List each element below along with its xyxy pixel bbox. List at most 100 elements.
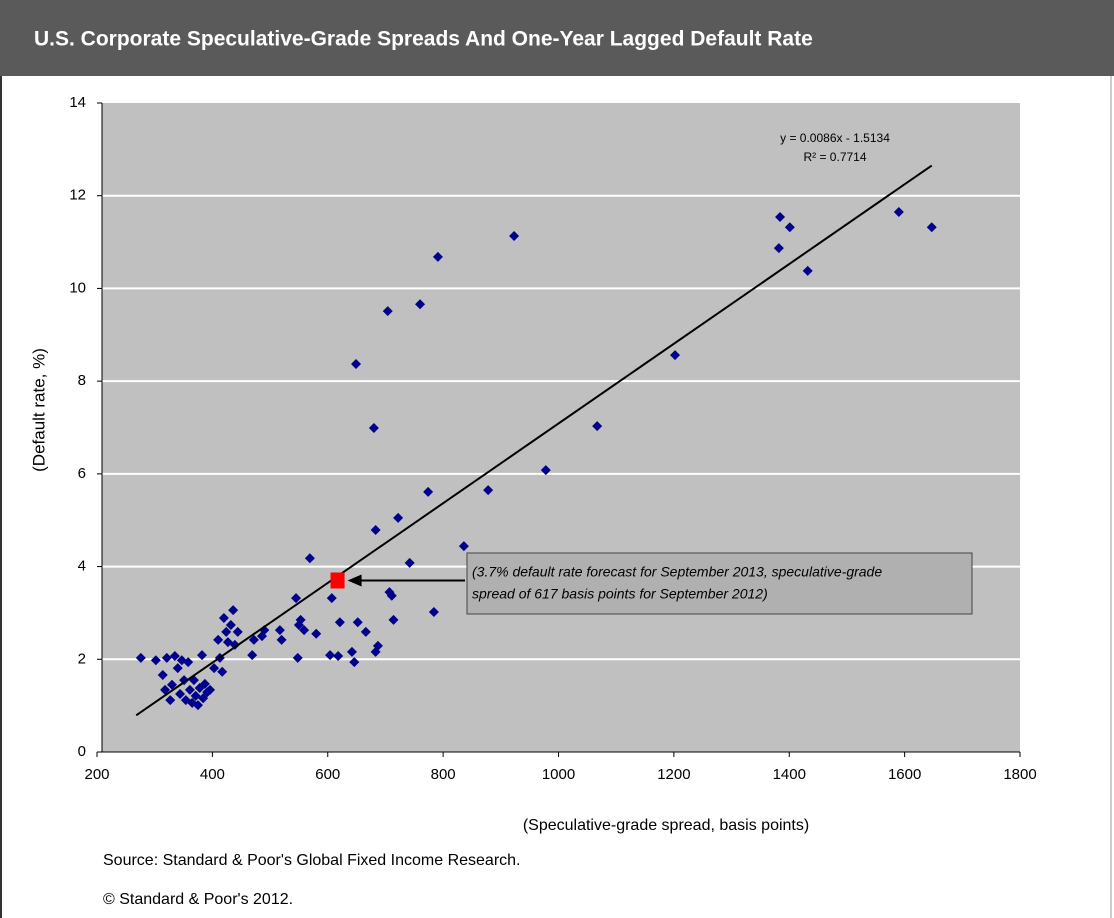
point <box>483 485 494 496</box>
point <box>415 299 426 310</box>
point <box>135 652 146 663</box>
annotation-text: spread of 617 basis points for September… <box>472 586 768 602</box>
x-tick-label: 1600 <box>888 766 921 783</box>
y-tick-label: 2 <box>78 650 86 667</box>
point <box>247 650 258 661</box>
point <box>428 607 439 618</box>
y-tick-label: 10 <box>69 279 86 296</box>
point <box>393 512 404 523</box>
point <box>423 486 434 497</box>
y-tick-label: 4 <box>78 558 86 575</box>
point <box>209 663 220 674</box>
point <box>386 590 397 601</box>
y-tick-label: 6 <box>78 465 86 482</box>
point <box>802 265 813 276</box>
point <box>229 639 240 650</box>
point <box>221 626 232 637</box>
point <box>179 675 190 686</box>
point <box>670 350 681 361</box>
point <box>299 625 310 636</box>
point <box>325 650 336 661</box>
point <box>276 634 287 645</box>
trendline <box>135 164 933 717</box>
point <box>592 421 603 432</box>
point <box>274 625 285 636</box>
point <box>172 663 183 674</box>
point <box>349 657 360 668</box>
point <box>382 306 393 317</box>
y-tick-label: 12 <box>69 187 86 204</box>
point <box>295 614 306 625</box>
y-tick-label: 8 <box>78 372 86 389</box>
point <box>540 465 551 476</box>
y-tick-label: 14 <box>69 94 86 111</box>
point <box>217 666 228 677</box>
x-tick-label: 1400 <box>773 766 806 783</box>
point <box>213 634 224 645</box>
point <box>388 614 399 625</box>
y-axis-label: (Default rate, %) <box>29 348 48 472</box>
point <box>311 628 322 639</box>
x-tick-label: 800 <box>431 766 456 783</box>
point <box>165 695 176 706</box>
point <box>150 655 161 666</box>
point <box>192 700 203 711</box>
point <box>775 212 786 223</box>
point <box>334 617 345 628</box>
title-bar <box>0 0 1114 76</box>
point <box>232 626 243 637</box>
x-axis-label: (Speculative-grade spread, basis points) <box>523 817 809 834</box>
point <box>370 524 381 535</box>
point <box>157 670 168 681</box>
source: Source: Standard & Poor's Global Fixed I… <box>103 852 520 869</box>
x-tick-label: 400 <box>200 766 225 783</box>
point <box>360 626 371 637</box>
highlight-point <box>330 572 345 589</box>
point <box>198 693 209 704</box>
annotation-text: (3.7% default rate forecast for Septembe… <box>472 564 882 580</box>
point <box>228 605 239 616</box>
point <box>248 634 259 645</box>
point <box>326 593 337 604</box>
point <box>292 652 303 663</box>
trend-r2: R² = 0.7714 <box>803 150 866 164</box>
point <box>225 619 236 630</box>
point <box>175 689 186 700</box>
point <box>346 646 357 657</box>
x-tick-label: 200 <box>84 766 109 783</box>
point <box>304 553 315 564</box>
point <box>166 679 177 690</box>
point <box>161 652 172 663</box>
trend-equation: y = 0.0086x - 1.5134 <box>780 131 890 145</box>
point <box>218 613 229 624</box>
point <box>184 684 195 695</box>
point <box>458 541 469 552</box>
point <box>432 251 443 262</box>
point <box>372 640 383 651</box>
point <box>784 222 795 233</box>
x-tick-label: 600 <box>315 766 340 783</box>
point <box>351 358 362 369</box>
point <box>199 678 210 689</box>
point <box>352 617 363 628</box>
point <box>368 422 379 433</box>
point <box>205 684 216 695</box>
point <box>291 593 302 604</box>
point <box>169 651 180 662</box>
point <box>190 690 201 701</box>
x-tick-label: 1200 <box>657 766 690 783</box>
arrow-head <box>347 574 362 587</box>
point <box>509 231 520 242</box>
annotation-box <box>466 552 973 615</box>
point <box>160 684 171 695</box>
y-tick-label: 0 <box>78 743 86 760</box>
point <box>926 222 937 233</box>
x-tick-label: 1800 <box>1003 766 1036 783</box>
point <box>196 650 207 661</box>
copyright: © Standard & Poor's 2012. <box>103 891 293 908</box>
chart-title: U.S. Corporate Speculative-Grade Spreads… <box>34 28 813 51</box>
point <box>404 557 415 568</box>
x-tick-label: 1000 <box>542 766 575 783</box>
point <box>773 243 784 254</box>
